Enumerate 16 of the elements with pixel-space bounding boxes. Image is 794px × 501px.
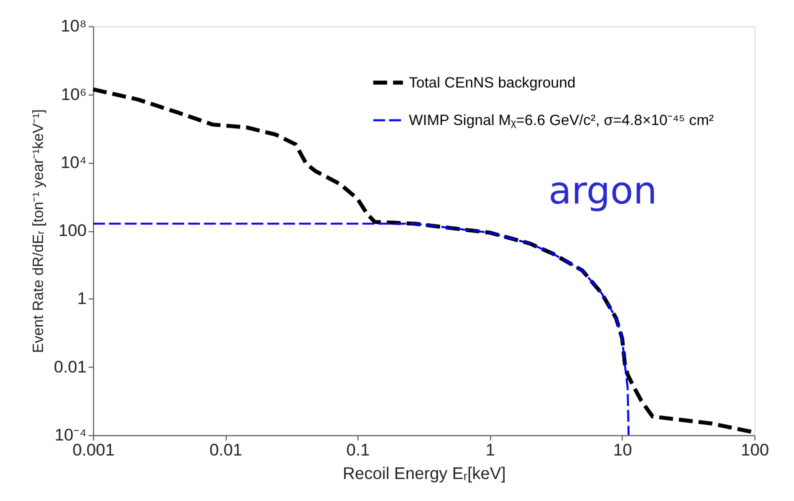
y-axis-title: Event Rate dR/dEᵣ [ton⁻¹ year⁻¹keV⁻¹] [30,109,47,354]
y-tick-label: 1 [77,289,87,308]
legend-label: Total CEnNS background [408,76,576,92]
annotation: argon [548,168,658,212]
y-tick-label: 0.01 [54,357,87,376]
x-tick-label: 10 [613,440,632,460]
y-tick-label: 100 [58,221,87,240]
y-tick-label: 10⁶ [60,84,87,104]
x-tick-label: 0.1 [346,440,370,460]
x-tick-label: 1 [486,440,496,460]
legend-label: WIMP Signal Mᵪ=6.6 GeV/c², σ=4.8×10⁻⁴⁵ cm² [408,113,714,130]
x-tick-label: 100 [740,440,769,460]
y-tick-label: 10⁴ [60,152,87,172]
y-tick-label: 10⁸ [60,16,87,36]
x-tick-label: 0.01 [209,440,242,460]
x-axis-title: Recoil Energy Eᵣ[keV] [342,464,506,484]
